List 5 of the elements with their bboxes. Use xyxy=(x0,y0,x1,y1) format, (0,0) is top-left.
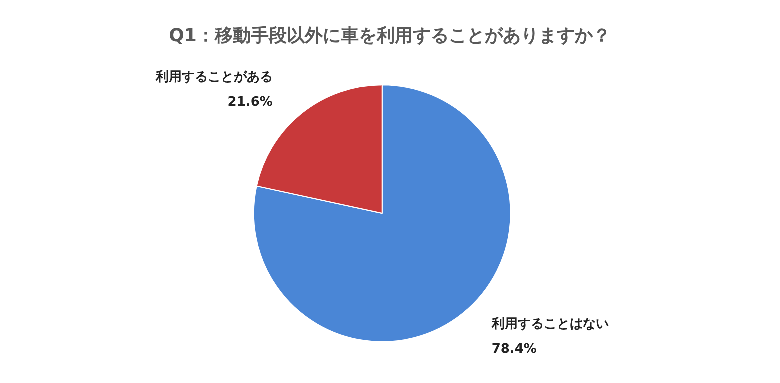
data-label: 78.4% xyxy=(492,342,537,357)
chart-title: Q1：移動手段以外に車を利用することがありますか？ xyxy=(169,26,611,46)
data-label: 21.6% xyxy=(228,95,273,110)
slice-label: 利用することがある xyxy=(154,69,273,86)
slice-label: 利用することはない xyxy=(490,316,609,332)
